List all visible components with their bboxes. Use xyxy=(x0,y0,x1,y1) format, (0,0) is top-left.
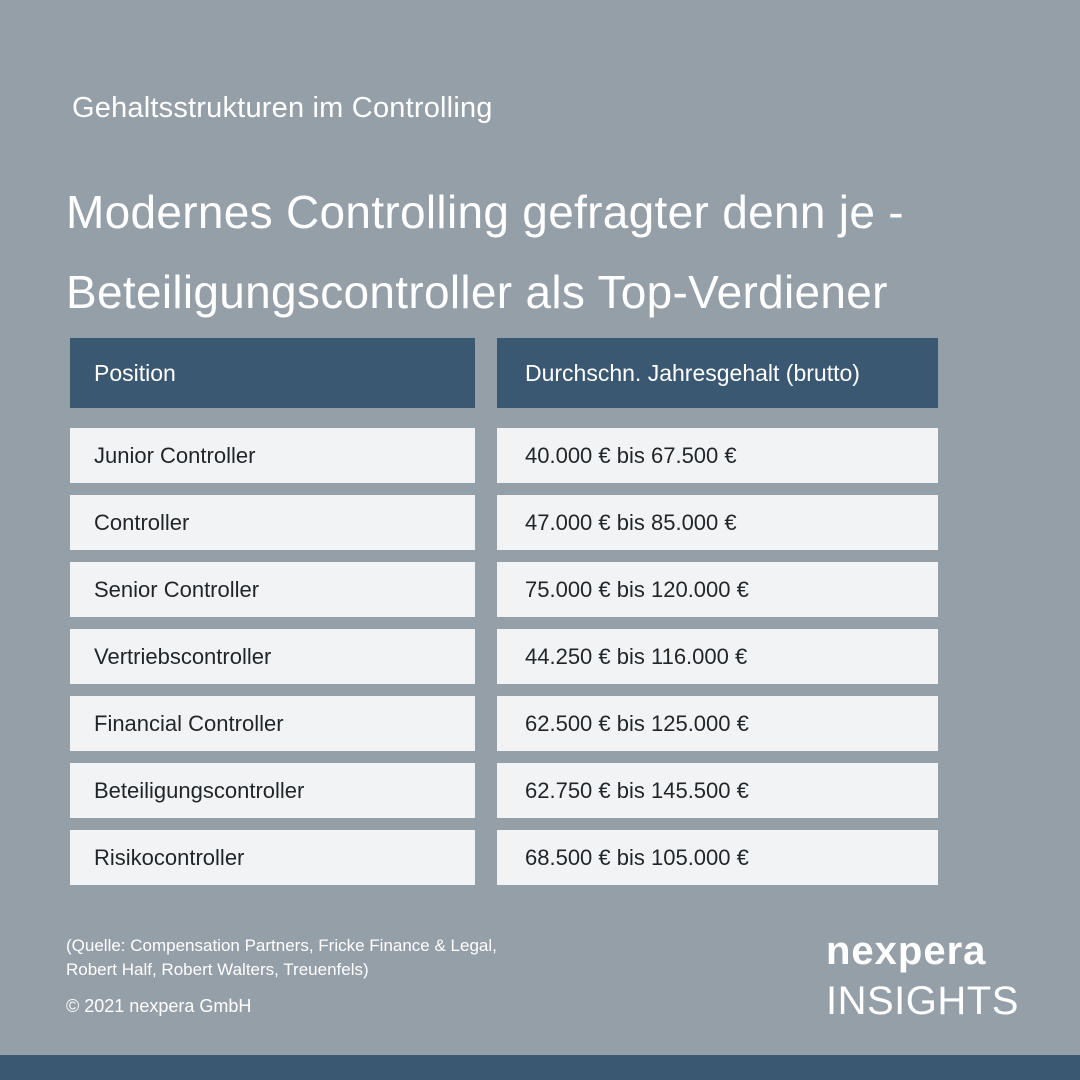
header-salary: Durchschn. Jahresgehalt (brutto) xyxy=(497,338,938,408)
copyright: © 2021 nexpera GmbH xyxy=(66,996,252,1016)
table-row-position: Financial Controller xyxy=(70,696,475,751)
table-row-salary: 40.000 € bis 67.500 € xyxy=(497,428,938,483)
source-line-2: Robert Half, Robert Walters, Treuenfels) xyxy=(66,960,369,979)
header-position: Position xyxy=(70,338,475,408)
source-line-1: (Quelle: Compensation Partners, Fricke F… xyxy=(66,936,497,955)
table-row-position: Controller xyxy=(70,495,475,550)
brand-block: nexpera INSIGHTS xyxy=(826,928,1026,1026)
subtitle: Gehaltsstrukturen im Controlling xyxy=(72,92,493,124)
table-row-salary: 62.500 € bis 125.000 € xyxy=(497,696,938,751)
table-row-position: Risikocontroller xyxy=(70,830,475,885)
table-row-salary: 75.000 € bis 120.000 € xyxy=(497,562,938,617)
table-row-salary: 62.750 € bis 145.500 € xyxy=(497,763,938,818)
table-row-salary: 68.500 € bis 105.000 € xyxy=(497,830,938,885)
table-row-position: Beteiligungscontroller xyxy=(70,763,475,818)
table-row-position: Vertriebscontroller xyxy=(70,629,475,684)
table-row-position: Senior Controller xyxy=(70,562,475,617)
headline: Modernes Controlling gefragter denn je -… xyxy=(66,172,1046,332)
nexpera-logo: nexpera xyxy=(826,929,987,973)
headline-line-2: Beteiligungscontroller als Top-Verdiener xyxy=(66,266,888,318)
headline-line-1: Modernes Controlling gefragter denn je - xyxy=(66,186,904,238)
table-row-salary: 47.000 € bis 85.000 € xyxy=(497,495,938,550)
table-row-position: Junior Controller xyxy=(70,428,475,483)
insights-label: INSIGHTS xyxy=(826,979,1019,1023)
source-note: (Quelle: Compensation Partners, Fricke F… xyxy=(66,934,497,982)
bottom-bar xyxy=(0,1055,1080,1080)
table-row-salary: 44.250 € bis 116.000 € xyxy=(497,629,938,684)
